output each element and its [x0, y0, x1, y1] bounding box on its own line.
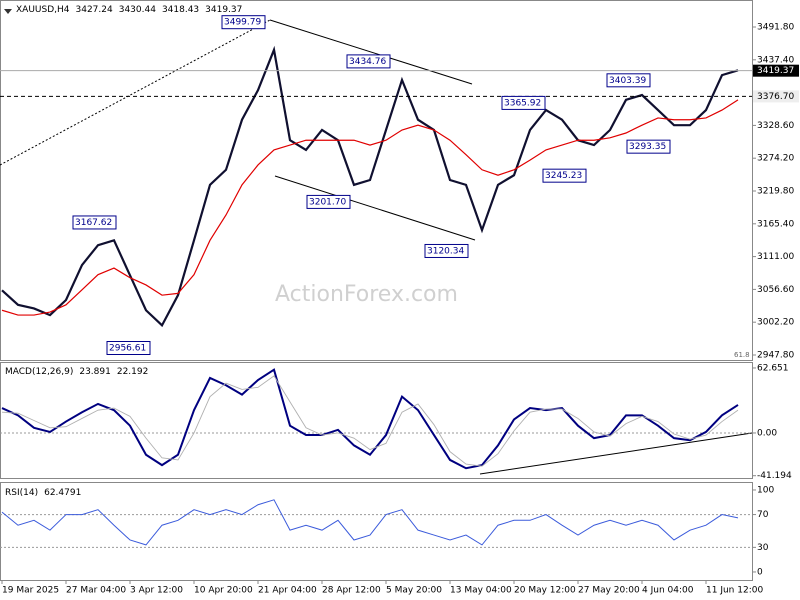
price-panel — [0, 0, 753, 361]
reading: 23.891 — [79, 367, 111, 377]
annotation-box — [346, 54, 391, 69]
annotation-label: 3365.92 — [504, 98, 541, 108]
annotation-box — [424, 243, 469, 258]
x-tick-label: 10 Apr 20:00 — [194, 586, 253, 596]
series-line — [1, 375, 739, 467]
annotation-box — [501, 95, 546, 110]
annotation-label: 3293.35 — [629, 142, 666, 152]
y-tick-label: 3219.80 — [757, 187, 794, 197]
y-tick-label: 70 — [757, 510, 769, 520]
reading: 3418.43 — [162, 5, 199, 15]
panel-header: XAUUSD,H4 3427.24 3430.44 3418.43 3419.37 — [16, 5, 242, 15]
y-tick-label: 62.651 — [757, 363, 789, 373]
title: XAUUSD,H4 — [16, 5, 70, 15]
trend-line — [0, 19, 271, 166]
y-tick-label: 3328.60 — [757, 121, 794, 131]
reading: 3427.24 — [76, 5, 113, 15]
y-tick-label: 3165.40 — [757, 219, 794, 229]
annotation-box — [626, 139, 671, 154]
series-line — [1, 499, 739, 546]
annotation-label: 2956.61 — [109, 344, 146, 354]
x-tick-label: 27 May 20:00 — [578, 586, 640, 596]
series-line — [1, 368, 739, 470]
x-tick-label: 21 Apr 04:00 — [258, 586, 317, 596]
annotation-box — [106, 341, 151, 355]
trend-line — [479, 432, 753, 475]
annotation-label: 3434.76 — [349, 57, 386, 67]
reading: 3419.37 — [205, 5, 242, 15]
x-tick-label: 19 Mar 2025 — [2, 586, 59, 596]
x-tick-label: 27 Mar 04:00 — [66, 586, 126, 596]
annotation-label: 3499.79 — [224, 18, 261, 28]
x-tick-label: 28 Apr 12:00 — [322, 586, 381, 596]
reading: 22.192 — [117, 367, 149, 377]
annotation-label: 3167.62 — [75, 218, 112, 228]
trend-line — [269, 19, 473, 85]
last-price-label: 3419.37 — [757, 66, 794, 76]
level-label: 3376.70 — [757, 92, 794, 102]
y-tick-label: 3111.00 — [757, 252, 794, 262]
panel-header: MACD(12,26,9) 23.891 22.192 — [5, 367, 148, 377]
series-line — [1, 45, 739, 328]
y-tick-label: -41.194 — [757, 471, 792, 481]
reading: 3430.44 — [119, 5, 156, 15]
y-tick-label: 0 — [757, 567, 763, 577]
y-tick-label: 3491.80 — [757, 23, 794, 33]
level-box — [753, 90, 799, 103]
y-tick-label: 100 — [757, 485, 774, 495]
y-tick-label: 3002.20 — [757, 318, 794, 328]
y-tick-label: 3056.60 — [757, 285, 794, 295]
title: RSI(14) — [5, 488, 38, 498]
x-tick-label: 20 May 12:00 — [514, 586, 576, 596]
trend-line — [274, 175, 476, 241]
annotation-box — [606, 73, 651, 88]
x-tick-label: 4 Jun 04:00 — [642, 586, 694, 596]
macd-panel — [0, 362, 753, 479]
annotation-box — [221, 15, 266, 30]
reading: 62.4791 — [44, 488, 81, 498]
annotation-box — [306, 194, 351, 209]
y-tick-label: 30 — [757, 543, 769, 553]
panel-header: RSI(14) 62.4791 — [5, 488, 81, 498]
annotation-label: 3245.23 — [545, 171, 582, 181]
rsi-panel — [0, 482, 753, 581]
y-tick-label: 2947.80 — [757, 350, 794, 360]
y-tick-label: 3437.40 — [757, 55, 794, 65]
x-tick-label: 11 Jun 12:00 — [706, 586, 763, 596]
fib-label: 61.8 — [734, 351, 750, 359]
watermark: ActionForex.com — [275, 282, 458, 307]
x-tick-label: 3 Apr 12:00 — [130, 586, 183, 596]
series-line — [1, 99, 739, 316]
last-price-box — [753, 64, 799, 77]
title: MACD(12,26,9) — [5, 367, 73, 377]
annotation-label: 3201.70 — [309, 197, 346, 207]
x-tick-label: 5 May 20:00 — [386, 586, 442, 596]
annotation-label: 3120.34 — [427, 246, 464, 256]
symbol-icon — [4, 9, 12, 14]
y-tick-label: 0.00 — [757, 428, 777, 438]
y-tick-label: 3274.20 — [757, 154, 794, 164]
annotation-label: 3403.39 — [609, 76, 646, 86]
annotation-box — [542, 168, 587, 183]
annotation-box — [72, 215, 117, 230]
x-tick-label: 13 May 04:00 — [450, 586, 512, 596]
